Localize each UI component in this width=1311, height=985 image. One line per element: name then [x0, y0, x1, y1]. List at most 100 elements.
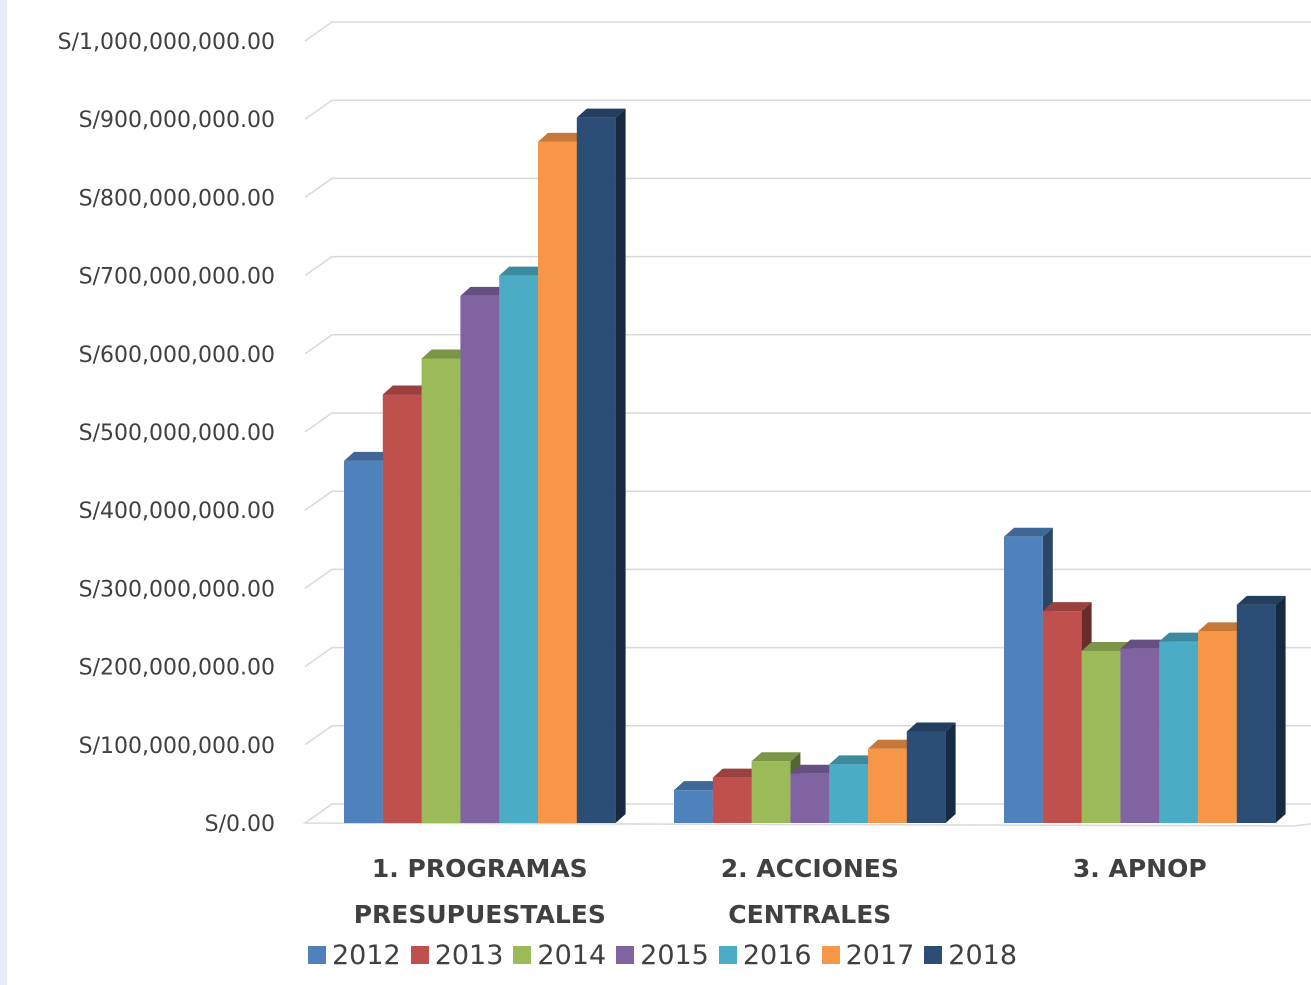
- bar-top: [576, 108, 626, 118]
- legend-item: 2016: [718, 939, 812, 971]
- bar-top: [1004, 527, 1053, 537]
- y-axis: S/0.00 S/100,000,000.00 S/200,000,000.00 S/…: [58, 30, 275, 837]
- bar-side: [615, 108, 626, 824]
- legend-swatch: [924, 946, 943, 964]
- chart-plot: S/0.00 S/100,000,000.00 S/200,000,000.00 S/…: [58, 21, 1311, 929]
- legend: 2012 2013 2014 2015 2016 2017 2018: [7, 938, 1311, 972]
- bar-top: [674, 781, 723, 791]
- bar-front: [344, 460, 383, 823]
- y-tick-label: S/100,000,000.00: [79, 734, 275, 759]
- bar-top: [868, 739, 917, 749]
- bar: [906, 722, 956, 823]
- bar-front: [674, 790, 713, 823]
- legend-swatch: [821, 946, 840, 964]
- gridline: [304, 568, 1311, 590]
- bar-front: [906, 731, 946, 823]
- legend-label: 2012: [331, 939, 401, 971]
- gridline: [304, 99, 1311, 120]
- y-tick-label: S/1,000,000,000.00: [58, 30, 275, 55]
- legend-label: 2013: [434, 939, 504, 971]
- bar-top: [460, 286, 510, 296]
- gridline: [304, 21, 1311, 42]
- y-tick-label: S/400,000,000.00: [79, 499, 275, 524]
- y-tick-label: S/300,000,000.00: [79, 577, 275, 602]
- legend-item: 2013: [410, 939, 504, 971]
- legend-swatch: [410, 946, 429, 964]
- legend-item: 2014: [513, 940, 606, 971]
- bar-front: [421, 358, 461, 823]
- category-label: 3. APNOP: [1073, 854, 1207, 883]
- bar-top: [1236, 595, 1286, 605]
- legend-swatch: [307, 946, 326, 964]
- bar-top: [829, 755, 878, 765]
- bar-top: [382, 385, 432, 395]
- legend-label: 2015: [640, 939, 709, 971]
- bar-top: [499, 266, 548, 276]
- bar-front: [499, 275, 538, 824]
- legend-label: 2017: [845, 939, 915, 971]
- category-label: 2. ACCIONES: [721, 854, 899, 883]
- bar-top: [538, 132, 587, 142]
- bar-front: [1042, 611, 1082, 823]
- gridline: [304, 334, 1311, 355]
- bar-top: [1159, 632, 1208, 642]
- bar-front: [538, 141, 577, 824]
- gridline: [304, 725, 1311, 746]
- bar-top: [1120, 639, 1170, 649]
- y-tick-label: S/800,000,000.00: [79, 186, 275, 211]
- bar-top: [906, 722, 956, 732]
- legend-swatch: [616, 946, 635, 964]
- bar-front: [1159, 641, 1198, 823]
- category-label: CENTRALES: [728, 900, 891, 929]
- y-tick-label: S/600,000,000.00: [79, 343, 275, 368]
- bars: [344, 108, 1286, 824]
- bar-front: [460, 295, 500, 823]
- bar-top: [751, 752, 801, 762]
- y-tick-label: S/200,000,000.00: [79, 656, 275, 681]
- legend-item: 2015: [616, 940, 709, 971]
- category-label: 1. PROGRAMAS: [372, 854, 588, 883]
- bar-front: [1198, 631, 1237, 823]
- legend-item: 2012: [307, 939, 401, 971]
- bar-front: [751, 761, 791, 823]
- bar-front: [576, 117, 616, 824]
- bar-side: [1275, 595, 1286, 823]
- bar-top: [790, 764, 840, 774]
- gridline: [304, 177, 1311, 199]
- x-axis: 1. PROGRAMAS PRESUPUESTALES 2. ACCIONES CEN…: [354, 854, 1207, 929]
- y-tick-label: S/900,000,000.00: [79, 108, 275, 133]
- bar-side: [945, 722, 956, 823]
- bar-front: [712, 777, 752, 823]
- bar: [576, 108, 626, 824]
- bar-top: [421, 349, 471, 359]
- gridline: [304, 412, 1311, 433]
- bar-front: [1236, 604, 1276, 823]
- category-label: PRESUPUESTALES: [354, 900, 606, 929]
- bar: [1236, 595, 1286, 823]
- bar-front: [790, 773, 830, 823]
- bar-top: [1081, 641, 1131, 651]
- y-tick-label: S/700,000,000.00: [79, 265, 275, 290]
- y-tick-label: S/0.00: [205, 812, 275, 837]
- bar-top: [1042, 602, 1092, 612]
- gridline: [304, 490, 1311, 511]
- legend-swatch: [513, 946, 532, 964]
- legend-label: 2014: [537, 939, 607, 971]
- bar-front: [829, 764, 868, 823]
- bar-front: [868, 748, 907, 823]
- legend-label: 2018: [948, 939, 1018, 971]
- legend-swatch: [718, 946, 737, 964]
- bar-top: [712, 768, 762, 778]
- bar-front: [1120, 648, 1160, 823]
- y-tick-label: S/500,000,000.00: [79, 421, 275, 446]
- bar-front: [1004, 536, 1043, 823]
- bar-front: [1081, 650, 1121, 823]
- bar-top: [1198, 622, 1247, 632]
- gridline: [304, 646, 1311, 668]
- legend-item: 2017: [821, 939, 915, 971]
- bar-top: [344, 451, 393, 461]
- bar-front: [382, 394, 422, 823]
- gridline: [304, 255, 1311, 277]
- legend-label: 2016: [742, 939, 812, 971]
